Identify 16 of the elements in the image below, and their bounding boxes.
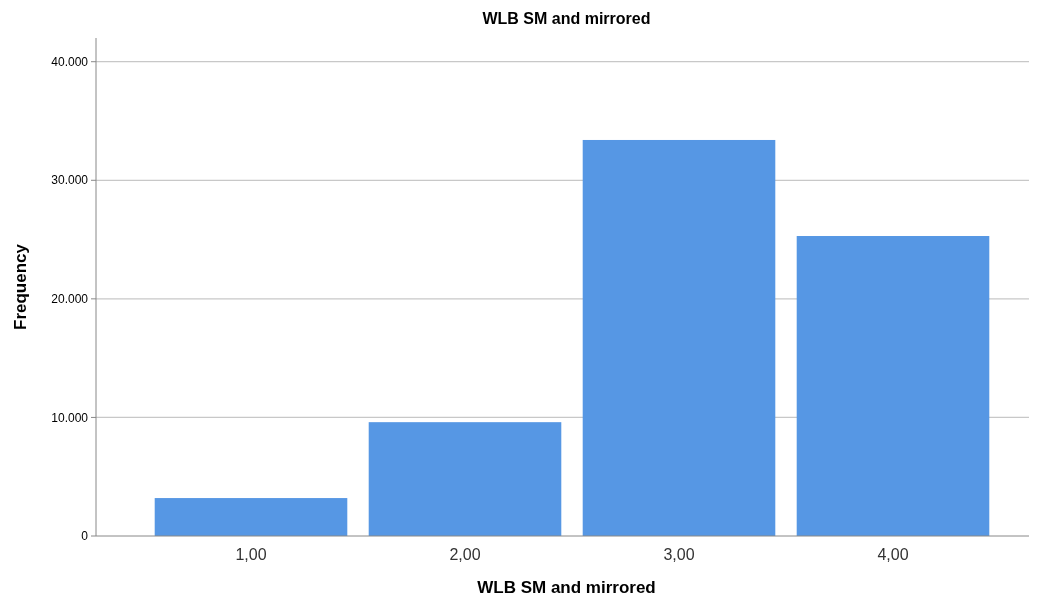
bar — [582, 139, 776, 536]
x-axis-title: WLB SM and mirrored — [477, 578, 656, 597]
y-axis-title: Frequency — [11, 243, 30, 330]
x-tick-label: 2,00 — [449, 546, 481, 563]
y-tick-label: 40.000 — [51, 54, 89, 69]
y-tick-label: 20.000 — [51, 292, 89, 307]
x-tick-label: 3,00 — [663, 546, 695, 563]
y-tick-label: 0 — [81, 529, 89, 544]
y-tick-label: 30.000 — [51, 173, 89, 188]
x-tick-label: 4,00 — [877, 546, 909, 563]
bar — [368, 422, 562, 536]
bar — [154, 498, 348, 536]
bar — [796, 236, 990, 536]
x-tick-label: 1,00 — [235, 546, 267, 563]
y-tick-label: 10.000 — [51, 410, 89, 425]
chart-title: WLB SM and mirrored — [482, 10, 651, 27]
